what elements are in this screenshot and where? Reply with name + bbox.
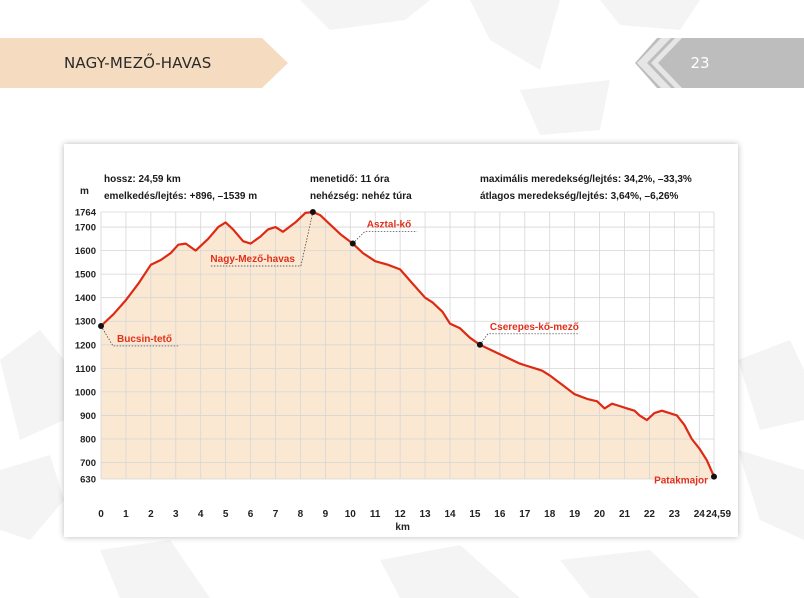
waypoint-marker [711,473,717,480]
x-tick-label: 5 [223,509,229,520]
info-avg-slope: átlagos meredekség/lejtés: 3,64%, –6,26% [480,191,679,202]
y-tick-label: 1764 [75,208,97,219]
x-tick-label: 11 [370,509,381,520]
info-max-slope: maximális meredekség/lejtés: 34,2%, –33,… [480,174,692,185]
info-difficulty: nehézség: nehéz túra [310,191,412,202]
x-tick-label: 7 [273,509,279,520]
x-tick-label: 8 [298,509,304,520]
x-tick-label: 22 [644,509,656,520]
y-tick-label: 1300 [75,317,96,328]
waypoint-label: Asztal-kő [367,220,411,231]
marker-leader [210,211,314,267]
waypoint-label: Bucsin-tető [117,334,172,345]
x-tick-label: 19 [569,509,581,520]
x-tick-label: 24 [694,509,706,520]
y-tick-label: 1500 [75,270,96,281]
x-tick-label: 14 [444,509,456,520]
elevation-chart: 6307008009001000110012001300140015001600… [75,186,732,533]
elevation-profile-card: 630 700 800 900 1000 1100 1200 1300 1400 1500 1600… [64,144,738,537]
info-time: menetidő: 11 óra [310,174,390,185]
y-tick-label: 800 [80,434,96,445]
waypoint-label: Cserepes-kő-mező [490,322,579,333]
y-tick-label: 1200 [75,340,96,351]
y-axis-label: m [80,186,89,197]
marker-leader [352,231,418,244]
y-tick-label: 1100 [75,364,96,375]
page-number: 23 [690,54,710,72]
x-tick-label: 1 [123,509,129,520]
marker-leader [479,333,580,345]
x-tick-label: 21 [619,509,631,520]
y-tick-label: 1700 [75,223,96,234]
x-tick-label: 13 [420,509,432,520]
x-tick-label: 16 [494,509,506,520]
x-tick-label: 6 [248,509,254,520]
waypoint-marker [309,209,316,215]
x-tick-label: 2 [148,509,154,520]
page-badge [635,38,804,88]
waypoint-label: Nagy-Mező-havas [210,254,295,265]
waypoint-marker [98,322,104,329]
info-elevation: emelkedés/lejtés: +896, –1539 m [104,191,258,202]
y-tick-label: 900 [80,411,96,422]
info-length: hossz: 24,59 km [104,174,181,185]
y-tick-label: 1600 [75,246,96,257]
waypoint-label: Patakmajor [654,476,708,487]
x-tick-label: 9 [323,509,329,520]
x-axis-label: km [395,522,410,533]
x-tick-label: 10 [345,509,357,520]
x-tick-label: 4 [198,509,204,520]
header-banner [0,38,288,88]
x-tick-label: 12 [395,509,407,520]
elevation-area-fill [101,212,714,479]
x-tick-label: 17 [519,509,531,520]
y-tick-label: 700 [80,458,96,469]
waypoint-marker [349,240,356,247]
x-tick-label: 15 [469,509,481,520]
elevation-profile-line [100,210,716,478]
x-tick-label: 20 [594,509,606,520]
waypoint-marker [476,341,483,348]
y-tick-label: 630 [80,475,96,486]
x-tick-label: 23 [669,509,681,520]
x-tick-label: 24,59 [706,509,731,520]
y-tick-label: 1400 [75,293,96,304]
x-tick-label: 3 [173,509,179,520]
y-tick-label: 1000 [75,387,96,398]
marker-leader [100,325,179,347]
page-title: NAGY-MEZŐ-HAVAS [64,54,212,72]
x-tick-label: 0 [98,509,104,520]
x-tick-label: 18 [544,509,556,520]
